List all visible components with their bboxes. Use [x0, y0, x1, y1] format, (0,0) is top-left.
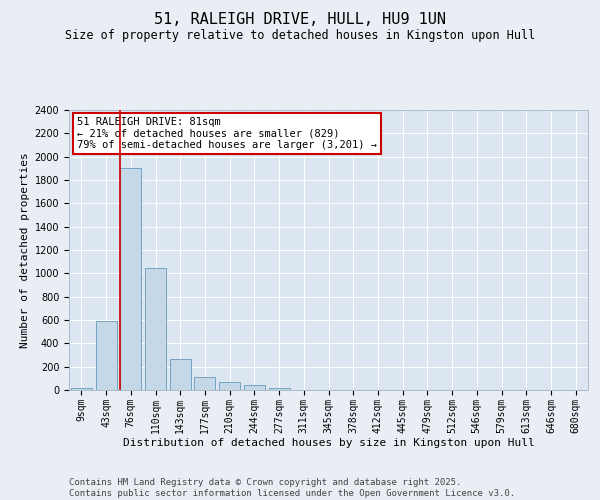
Bar: [244, 386, 265, 390]
Text: 51 RALEIGH DRIVE: 81sqm
← 21% of detached houses are smaller (829)
79% of semi-d: 51 RALEIGH DRIVE: 81sqm ← 21% of detache…: [77, 117, 377, 150]
Bar: [95, 321, 116, 390]
Bar: [71, 388, 92, 390]
Bar: [170, 359, 191, 390]
X-axis label: Distribution of detached houses by size in Kingston upon Hull: Distribution of detached houses by size …: [122, 438, 535, 448]
Bar: [219, 382, 240, 390]
Bar: [269, 388, 290, 390]
Y-axis label: Number of detached properties: Number of detached properties: [20, 152, 31, 348]
Bar: [145, 268, 166, 390]
Text: 51, RALEIGH DRIVE, HULL, HU9 1UN: 51, RALEIGH DRIVE, HULL, HU9 1UN: [154, 12, 446, 28]
Bar: [120, 168, 141, 390]
Text: Contains HM Land Registry data © Crown copyright and database right 2025.
Contai: Contains HM Land Registry data © Crown c…: [69, 478, 515, 498]
Text: Size of property relative to detached houses in Kingston upon Hull: Size of property relative to detached ho…: [65, 29, 535, 42]
Bar: [194, 376, 215, 390]
